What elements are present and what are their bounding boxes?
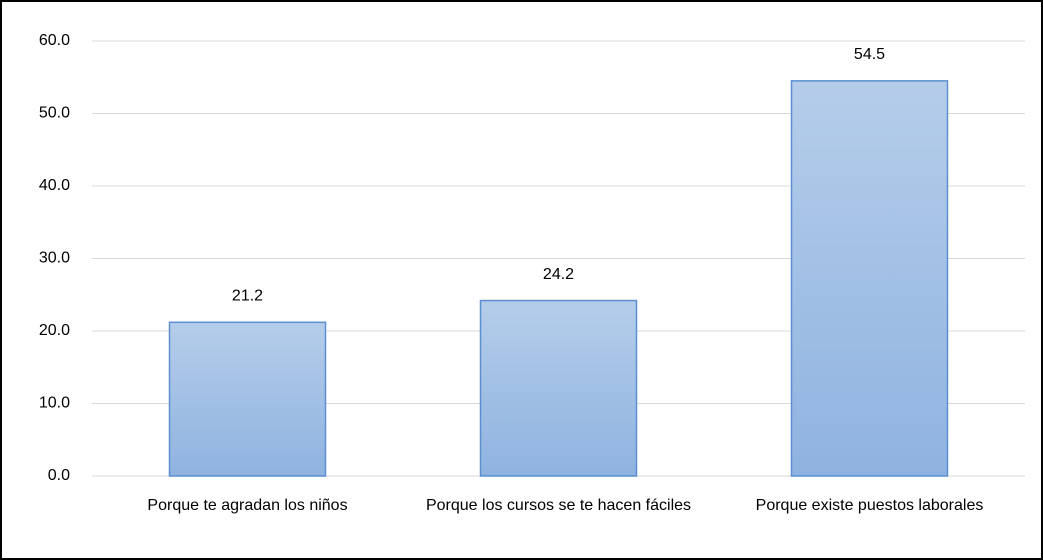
- y-tick-label: 40.0: [39, 177, 70, 194]
- y-tick-label: 60.0: [39, 32, 70, 49]
- y-tick-label: 20.0: [39, 322, 70, 339]
- y-tick-label: 50.0: [39, 105, 70, 122]
- x-tick-label: Porque existe puestos laborales: [755, 497, 984, 514]
- data-label: 54.5: [854, 46, 885, 63]
- data-label: 21.2: [232, 288, 263, 305]
- y-tick-label: 10.0: [39, 395, 70, 412]
- x-tick-label: Porque te agradan los niños: [147, 497, 348, 514]
- data-label: 24.2: [543, 266, 574, 283]
- bar: [479, 299, 638, 477]
- bar: [790, 80, 949, 477]
- y-tick-label: 0.0: [48, 467, 70, 484]
- bar: [168, 321, 327, 477]
- y-tick-label: 30.0: [39, 250, 70, 267]
- x-tick-label: Porque los cursos se te hacen fáciles: [425, 497, 692, 514]
